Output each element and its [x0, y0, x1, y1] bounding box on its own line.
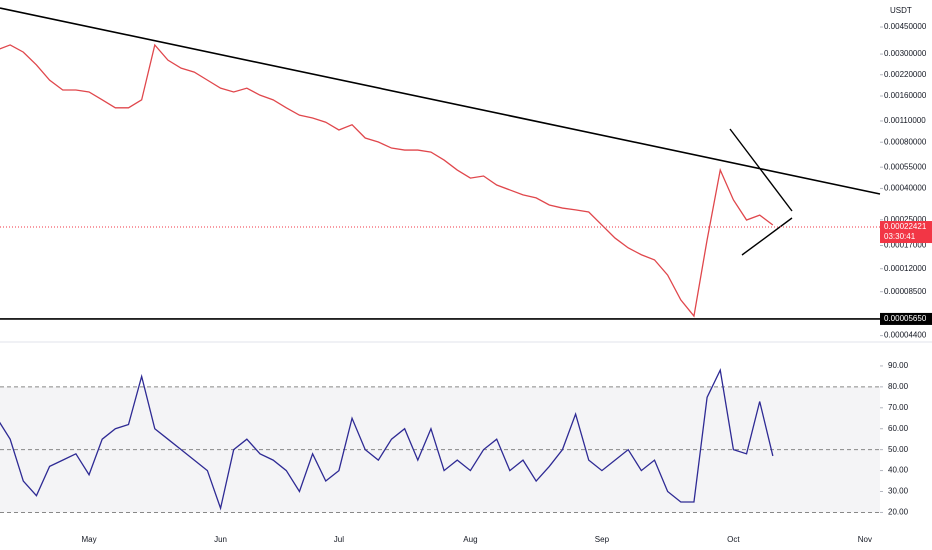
rsi-tick-label: 30.00: [888, 487, 909, 496]
y-tick-label: 0.00300000: [884, 49, 927, 58]
rsi-tick-label: 70.00: [888, 403, 909, 412]
rsi-tick-label: 60.00: [888, 424, 909, 433]
currency-label: USDT: [890, 6, 912, 15]
y-tick-label: 0.00004400: [884, 331, 927, 340]
rsi-tick-label: 90.00: [888, 361, 909, 370]
y-tick-label: 0.00110000: [884, 116, 926, 125]
y-tick-label: 0.00008500: [884, 287, 927, 296]
y-tick-label: 0.00025000: [884, 215, 927, 224]
x-tick-label: Aug: [463, 535, 477, 544]
x-tick-label: Sep: [595, 535, 610, 544]
rsi-tick-label: 80.00: [888, 382, 909, 391]
triangle-lower: [741, 217, 793, 256]
x-tick-label: Nov: [858, 535, 872, 544]
support-label: 0.00005650: [884, 314, 927, 323]
y-tick-label: 0.00080000: [884, 137, 927, 146]
triangle-upper: [729, 128, 793, 212]
support-label-bg: [880, 312, 932, 325]
y-tick-label: 0.00160000: [884, 91, 927, 100]
rsi-tick-label: 40.00: [888, 466, 909, 475]
x-tick-label: Jul: [334, 535, 344, 544]
y-tick-label: 0.00055000: [884, 162, 927, 171]
y-tick-label: 0.00040000: [884, 184, 927, 193]
last-price-label: 0.00022421: [884, 222, 927, 231]
rsi-line: [0, 367, 774, 511]
rsi-tick-label: 20.00: [888, 508, 909, 517]
x-tick-label: May: [81, 535, 96, 544]
rsi-tick-label: 50.00: [888, 445, 909, 454]
price-line: [0, 43, 774, 318]
countdown: 03:30:41: [884, 232, 916, 241]
y-tick-label: 0.00012000: [884, 264, 927, 273]
x-tick-label: Oct: [727, 535, 740, 544]
y-tick-label: 0.00017000: [884, 241, 927, 250]
x-tick-label: Jun: [214, 535, 227, 544]
last-price-bg: [880, 221, 932, 244]
y-tick-label: 0.00450000: [884, 22, 927, 31]
y-tick-label: 0.00220000: [884, 70, 927, 79]
trend-line: [0, 7, 881, 195]
